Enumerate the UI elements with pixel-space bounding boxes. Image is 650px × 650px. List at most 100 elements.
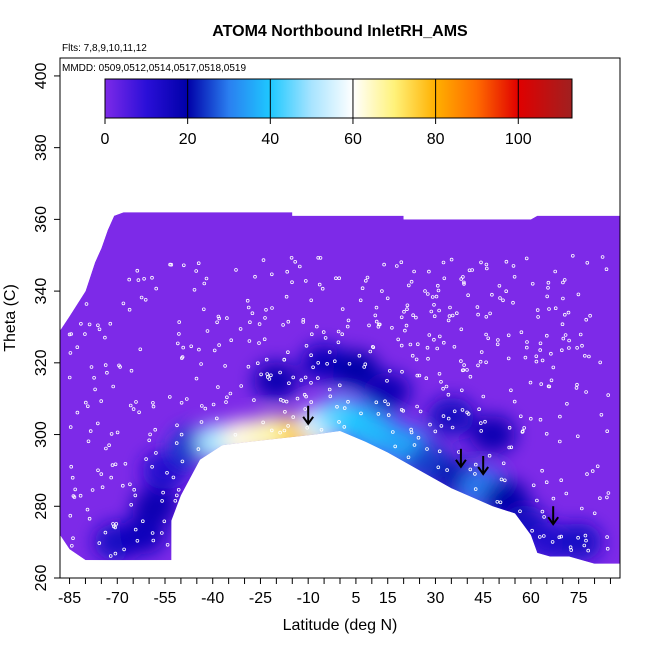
obs-point <box>117 363 121 368</box>
obs-point <box>437 308 441 313</box>
obs-point <box>139 295 144 300</box>
obs-point <box>133 493 138 498</box>
obs-point <box>588 313 592 318</box>
obs-point <box>574 386 579 390</box>
obs-point <box>432 314 437 319</box>
obs-point <box>576 292 581 297</box>
obs-point <box>68 425 73 429</box>
obs-point <box>342 406 347 410</box>
obs-point <box>238 327 243 331</box>
obs-point <box>337 383 342 388</box>
obs-point <box>425 447 429 451</box>
obs-point <box>512 274 517 279</box>
obs-point <box>131 407 136 411</box>
obs-point <box>498 296 502 300</box>
obs-point <box>441 414 446 418</box>
obs-point <box>414 315 418 320</box>
obs-point <box>262 337 267 342</box>
obs-point <box>113 525 117 530</box>
colorbar-tick-label: 40 <box>261 131 279 148</box>
obs-point <box>143 297 148 302</box>
obs-point <box>549 378 554 383</box>
obs-point <box>478 421 483 425</box>
obs-point <box>441 340 446 345</box>
obs-point <box>374 319 379 324</box>
obs-point <box>255 361 260 366</box>
obs-point <box>318 256 323 260</box>
obs-point <box>86 439 91 444</box>
y-tick-label: 360 <box>33 206 50 233</box>
obs-point <box>261 258 266 262</box>
obs-point <box>598 496 602 501</box>
obs-point <box>269 373 273 378</box>
obs-point <box>427 333 432 337</box>
obs-point <box>305 425 310 430</box>
obs-point <box>575 345 579 350</box>
rh-band-cell <box>119 516 166 554</box>
obs-point <box>561 336 566 341</box>
obs-point <box>462 363 466 367</box>
x-tick-label: 45 <box>474 590 492 607</box>
obs-point <box>281 323 285 327</box>
obs-point <box>534 354 539 359</box>
obs-point <box>405 307 409 312</box>
obs-point <box>538 348 542 352</box>
obs-point <box>328 394 333 399</box>
flights-note: Flts: 7,8,9,10,11,12 <box>62 43 147 54</box>
obs-point <box>150 531 155 535</box>
x-tick-label: 60 <box>522 590 540 607</box>
y-tick-label: 380 <box>33 134 50 161</box>
obs-point <box>103 530 108 535</box>
x-tick-label: 30 <box>427 590 445 607</box>
obs-point <box>444 384 449 389</box>
obs-point <box>121 301 126 306</box>
obs-point <box>376 322 381 327</box>
obs-point <box>544 333 549 338</box>
arrow-markers <box>302 405 559 526</box>
y-tick-label: 320 <box>33 349 50 376</box>
obs-point <box>151 400 155 405</box>
obs-point <box>439 424 444 428</box>
obs-point <box>507 445 512 450</box>
obs-point <box>359 411 363 416</box>
x-axis: -85 -70 -55 -40 -25 -10 5 15 30 45 60 75 <box>58 578 611 607</box>
obs-point <box>189 344 194 349</box>
obs-point <box>437 449 442 454</box>
obs-point <box>564 491 569 496</box>
obs-point <box>239 384 244 388</box>
obs-point <box>522 426 526 430</box>
obs-point <box>245 298 250 303</box>
obs-point <box>585 260 590 265</box>
obs-point <box>110 463 115 467</box>
obs-point <box>446 318 451 323</box>
obs-point <box>161 490 165 495</box>
obs-point <box>376 324 381 329</box>
obs-point <box>528 416 533 421</box>
obs-point <box>400 369 404 374</box>
obs-point <box>325 361 329 366</box>
obs-point <box>337 276 342 281</box>
obs-point <box>153 427 158 432</box>
obs-point <box>144 457 148 461</box>
obs-point <box>165 470 169 475</box>
obs-point <box>174 441 179 445</box>
obs-point <box>511 300 515 305</box>
obs-point <box>394 264 399 268</box>
obs-point <box>129 368 134 373</box>
obs-point <box>228 391 233 396</box>
obs-point <box>203 406 208 411</box>
obs-point <box>425 345 430 350</box>
obs-point <box>476 312 480 317</box>
obs-point <box>247 339 252 343</box>
obs-point <box>432 337 436 342</box>
obs-point <box>363 278 368 283</box>
obs-point <box>90 488 95 492</box>
obs-point <box>253 274 257 279</box>
obs-point <box>96 421 100 426</box>
obs-point <box>96 323 100 328</box>
obs-point <box>496 338 500 342</box>
obs-point <box>557 535 562 539</box>
obs-point <box>282 428 287 433</box>
obs-point <box>393 444 398 449</box>
x-tick-label: -25 <box>249 590 272 607</box>
